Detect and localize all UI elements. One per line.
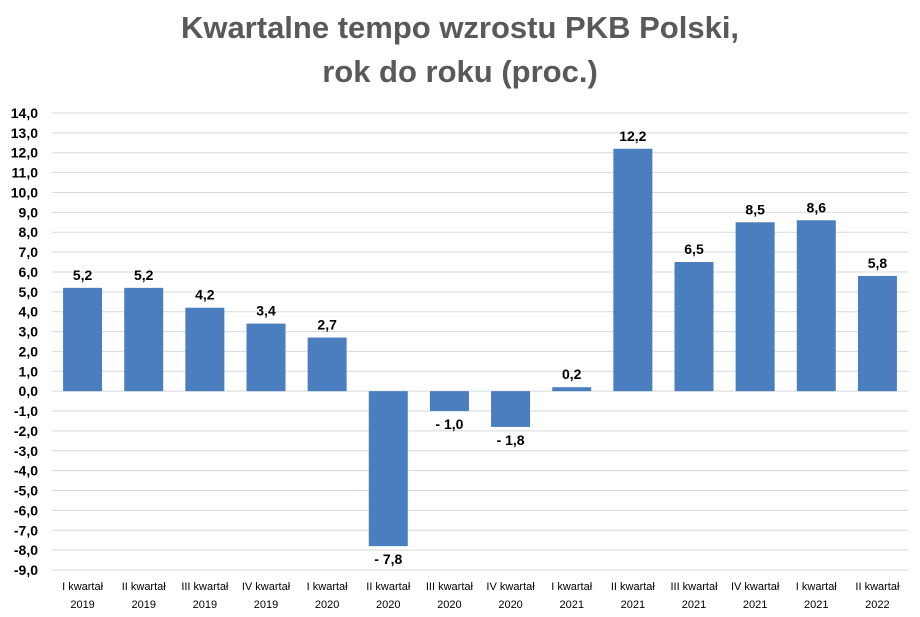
x-tick-label: III kwartał <box>426 581 474 593</box>
bar <box>307 337 347 392</box>
data-label: - 7,8 <box>374 551 402 567</box>
x-tick-label-year: 2021 <box>682 599 706 611</box>
x-tick-label-year: 2020 <box>315 599 339 611</box>
y-tick-label: -9,0 <box>14 562 38 578</box>
x-tick-label: IV kwartał <box>242 581 291 593</box>
y-tick-label: 14,0 <box>11 105 38 121</box>
bar <box>429 391 469 412</box>
bar <box>368 391 408 547</box>
data-label: 5,8 <box>868 255 888 271</box>
y-tick-label: -1,0 <box>14 403 38 419</box>
bar <box>674 262 714 392</box>
x-tick-label: II kwartał <box>122 581 167 593</box>
y-tick-label: -7,0 <box>14 522 38 538</box>
x-tick-label: I kwartał <box>307 581 349 593</box>
x-tick-label: IV kwartał <box>486 581 535 593</box>
bar <box>857 275 897 392</box>
data-label: - 1,0 <box>435 416 463 432</box>
x-tick-label: II kwartał <box>611 581 656 593</box>
bar <box>185 307 225 392</box>
data-label: 12,2 <box>619 128 646 144</box>
y-tick-label: 6,0 <box>19 264 39 280</box>
y-tick-label: -3,0 <box>14 443 38 459</box>
data-label: 4,2 <box>195 287 215 303</box>
data-label: 5,2 <box>73 267 93 283</box>
y-tick-label: 0,0 <box>19 383 39 399</box>
data-label: 2,7 <box>317 317 337 333</box>
y-tick-label: 13,0 <box>11 125 38 141</box>
y-tick-label: -8,0 <box>14 542 38 558</box>
x-tick-label-year: 2019 <box>131 599 155 611</box>
x-tick-label-year: 2022 <box>865 599 889 611</box>
data-label: - 1,8 <box>497 432 525 448</box>
bar <box>552 387 592 392</box>
y-tick-label: 9,0 <box>19 204 39 220</box>
chart-title-line-1: Kwartalne tempo wzrostu PKB Polski, <box>180 10 740 45</box>
x-tick-label: IV kwartał <box>731 581 780 593</box>
y-tick-label: 5,0 <box>19 284 39 300</box>
bar <box>796 220 836 392</box>
x-tick-label-year: 2021 <box>621 599 645 611</box>
x-tick-label: I kwartał <box>551 581 593 593</box>
y-tick-label: -4,0 <box>14 463 38 479</box>
y-tick-label: 12,0 <box>11 145 38 161</box>
x-tick-label-year: 2021 <box>743 599 767 611</box>
data-label: 0,2 <box>562 366 582 382</box>
x-tick-label: I kwartał <box>62 581 104 593</box>
x-tick-label-year: 2021 <box>559 599 583 611</box>
y-tick-label: 3,0 <box>19 324 39 340</box>
bar <box>491 391 531 427</box>
bar <box>63 287 103 392</box>
y-tick-label: 8,0 <box>19 224 39 240</box>
y-tick-label: 1,0 <box>19 363 39 379</box>
y-tick-label: 10,0 <box>11 184 38 200</box>
data-label: 3,4 <box>256 303 276 319</box>
chart-title: Kwartalne tempo wzrostu PKB Polski, rok … <box>0 6 920 94</box>
x-tick-label: II kwartał <box>366 581 411 593</box>
x-tick-label-year: 2020 <box>498 599 522 611</box>
bar <box>613 148 653 392</box>
bar <box>735 222 775 392</box>
x-tick-label: III kwartał <box>670 581 718 593</box>
x-tick-label-year: 2021 <box>804 599 828 611</box>
y-tick-label: 4,0 <box>19 304 39 320</box>
x-tick-label-year: 2020 <box>376 599 400 611</box>
y-tick-label: 2,0 <box>19 343 39 359</box>
y-tick-label: 7,0 <box>19 244 39 260</box>
y-tick-label: -5,0 <box>14 483 38 499</box>
y-tick-label: -6,0 <box>14 502 38 518</box>
x-tick-label-year: 2020 <box>437 599 461 611</box>
x-tick-label-year: 2019 <box>193 599 217 611</box>
x-tick-label: I kwartał <box>796 581 838 593</box>
data-label: 8,6 <box>807 199 827 215</box>
x-tick-label-year: 2019 <box>254 599 278 611</box>
data-label: 5,2 <box>134 267 154 283</box>
y-tick-label: 11,0 <box>12 165 39 181</box>
y-tick-label: -2,0 <box>14 423 38 439</box>
data-label: 6,5 <box>684 241 704 257</box>
bar <box>124 287 164 392</box>
bar <box>246 323 286 392</box>
x-tick-label-year: 2019 <box>70 599 94 611</box>
data-label: 8,5 <box>745 201 765 217</box>
x-tick-label: II kwartał <box>855 581 900 593</box>
x-tick-label: III kwartał <box>181 581 229 593</box>
chart-title-line-2: rok do roku (proc.) <box>322 54 598 89</box>
